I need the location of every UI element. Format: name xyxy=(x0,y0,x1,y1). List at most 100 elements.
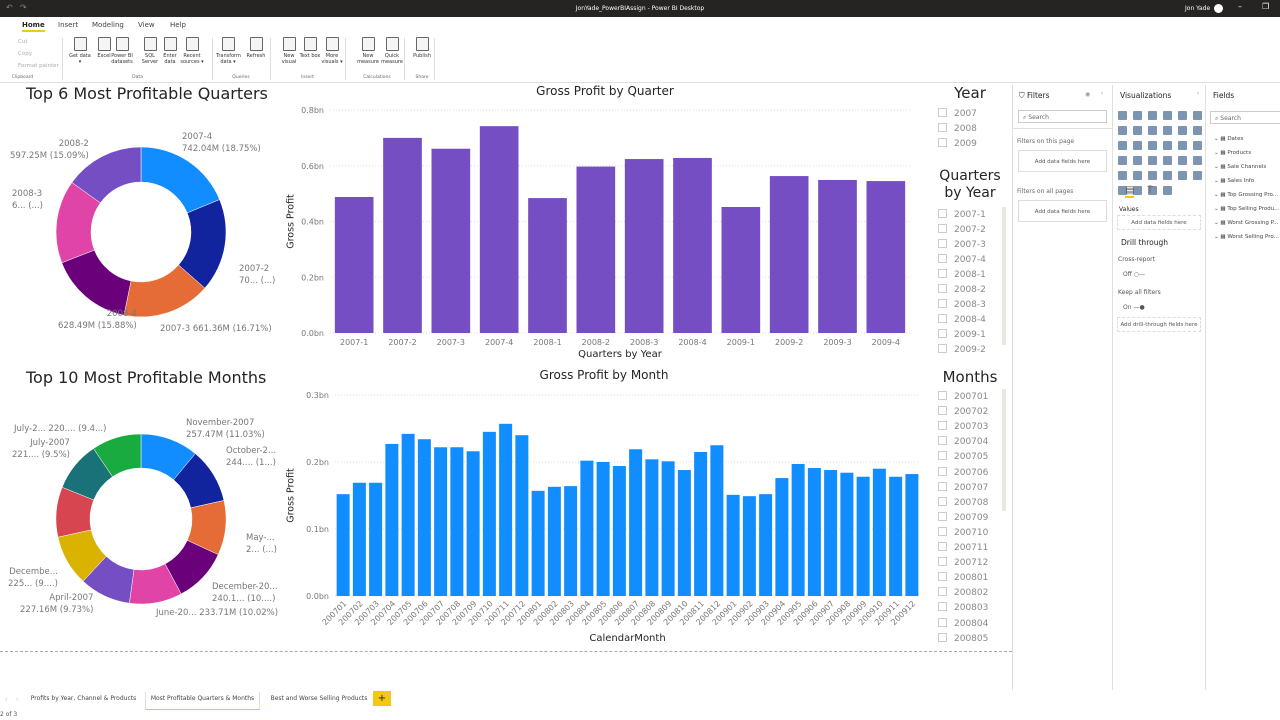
quick-measure-button[interactable]: Quick measure xyxy=(380,37,404,65)
bar-200906[interactable] xyxy=(807,468,821,596)
minimize-icon[interactable]: – xyxy=(1238,2,1242,11)
recent-sources-button[interactable]: Recent sources ▾ xyxy=(180,37,204,65)
bar-200903[interactable] xyxy=(759,494,773,596)
slicer-item-200710[interactable]: 200710 xyxy=(938,526,988,542)
bar-200801[interactable] xyxy=(531,490,545,596)
field-table-4[interactable]: ⌄ ▦ Top Grossing Pro... xyxy=(1214,192,1278,198)
slicer-item-2008-2[interactable]: 2008-2 xyxy=(938,284,986,299)
ribbon-tab-modeling[interactable]: Modeling xyxy=(92,21,124,29)
slicer-item-2007[interactable]: 2007 xyxy=(938,108,977,123)
slicer-item-2007-1[interactable]: 2007-1 xyxy=(938,209,986,224)
ribbon-tab-insert[interactable]: Insert xyxy=(58,21,79,29)
bar-2007-3[interactable] xyxy=(431,148,471,333)
bar-2008-2[interactable] xyxy=(576,166,616,333)
eye-icon[interactable]: ◉ xyxy=(1085,91,1091,98)
field-table-6[interactable]: ⌄ ▦ Worst Grossing P... xyxy=(1214,220,1278,226)
visual-type-icon[interactable] xyxy=(1133,126,1142,135)
visual-type-icon[interactable] xyxy=(1118,186,1127,195)
checkbox[interactable] xyxy=(938,138,947,147)
bar-2009-4[interactable] xyxy=(866,181,906,333)
slicer-item-2009-2[interactable]: 2009-2 xyxy=(938,344,986,359)
add-page-button[interactable]: + xyxy=(373,691,391,706)
checkbox[interactable] xyxy=(938,269,947,278)
undo-icon[interactable]: ↶ xyxy=(6,3,13,12)
text-box-button[interactable]: Text box xyxy=(298,37,322,59)
slicer-item-200703[interactable]: 200703 xyxy=(938,421,988,436)
bar-2009-1[interactable] xyxy=(721,207,761,333)
bar-200710[interactable] xyxy=(482,431,496,596)
slicer-item-2007-4[interactable]: 2007-4 xyxy=(938,254,986,269)
keep-filters-toggle[interactable]: On —● xyxy=(1123,304,1145,311)
bar-200912[interactable] xyxy=(905,474,919,596)
visual-type-icon[interactable] xyxy=(1118,171,1127,180)
checkbox[interactable] xyxy=(938,406,947,416)
bar-200803[interactable] xyxy=(564,486,578,596)
visual-type-icon[interactable] xyxy=(1118,126,1127,135)
ribbon-tab-view[interactable]: View xyxy=(138,21,155,29)
slicer-item-200702[interactable]: 200702 xyxy=(938,406,988,421)
fields-well-icon[interactable]: ▤ xyxy=(1125,185,1135,198)
slicer-item-200707[interactable]: 200707 xyxy=(938,481,988,497)
checkbox[interactable] xyxy=(938,572,947,582)
bar-200708[interactable] xyxy=(450,447,464,596)
clipboard-copy[interactable]: Copy xyxy=(18,51,32,57)
slicer-item-200802[interactable]: 200802 xyxy=(938,587,988,602)
visual-type-icon[interactable] xyxy=(1163,141,1172,150)
bar-2009-3[interactable] xyxy=(818,179,857,333)
visual-type-icon[interactable] xyxy=(1133,156,1142,165)
bar-200809[interactable] xyxy=(661,461,675,596)
checkbox[interactable] xyxy=(938,542,947,551)
visual-type-icon[interactable] xyxy=(1193,111,1202,120)
visual-type-icon[interactable] xyxy=(1148,186,1157,195)
slicer-item-2008[interactable]: 2008 xyxy=(938,123,977,138)
visual-type-icon[interactable] xyxy=(1163,156,1172,165)
bar-200804[interactable] xyxy=(580,460,594,596)
bar-2007-1[interactable] xyxy=(334,196,374,333)
donut-slice-July-2...[interactable] xyxy=(93,433,142,478)
bar-2008-4[interactable] xyxy=(673,157,712,333)
ribbon-tab-help[interactable]: Help xyxy=(170,21,186,29)
checkbox[interactable] xyxy=(938,557,947,567)
visual-type-icon[interactable] xyxy=(1118,141,1127,150)
slicer-item-200803[interactable]: 200803 xyxy=(938,602,988,617)
new-measure-button[interactable]: New measure xyxy=(356,37,380,65)
bar-2007-2[interactable] xyxy=(383,137,422,333)
checkbox[interactable] xyxy=(938,314,947,323)
checkbox[interactable] xyxy=(938,421,947,431)
donut-slice-2008-4[interactable] xyxy=(61,249,132,316)
prev-page-icon[interactable]: ‹ xyxy=(5,696,8,703)
visual-type-icon[interactable] xyxy=(1148,171,1157,180)
bar-200807[interactable] xyxy=(629,449,643,596)
enter-data-button[interactable]: Enter data xyxy=(158,37,182,65)
months-slicer-scrollbar[interactable] xyxy=(1002,389,1006,511)
redo-icon[interactable]: ↷ xyxy=(20,3,27,12)
field-table-5[interactable]: ⌄ ▦ Top Selling Produ... xyxy=(1214,206,1279,212)
restore-icon[interactable]: ❐ xyxy=(1262,2,1270,11)
slicer-item-2009[interactable]: 2009 xyxy=(938,138,977,153)
bar-200805[interactable] xyxy=(596,462,610,596)
slicer-item-200805[interactable]: 200805 xyxy=(938,632,988,648)
checkbox[interactable] xyxy=(938,587,947,597)
ribbon-tab-home[interactable]: Home xyxy=(22,21,45,32)
bar-200812[interactable] xyxy=(710,445,724,596)
sql-server-button[interactable]: SQL Server xyxy=(138,37,162,65)
filters-page-drop[interactable]: Add data fields here xyxy=(1018,150,1107,172)
filters-all-drop[interactable]: Add data fields here xyxy=(1018,200,1107,222)
field-table-1[interactable]: ⌄ ▦ Products xyxy=(1214,150,1251,156)
bar-200701[interactable] xyxy=(336,494,350,596)
field-table-7[interactable]: ⌄ ▦ Worst Selling Pro... xyxy=(1214,234,1279,240)
slicer-item-200804[interactable]: 200804 xyxy=(938,617,988,633)
power-bi-datasets-button[interactable]: Power BI datasets xyxy=(110,37,134,65)
slicer-item-2007-3[interactable]: 2007-3 xyxy=(938,239,986,254)
bar-200902[interactable] xyxy=(742,496,756,596)
bar-200706[interactable] xyxy=(417,439,431,596)
checkbox[interactable] xyxy=(938,239,947,248)
bar-200810[interactable] xyxy=(677,470,691,596)
collapse-filters-icon[interactable]: › xyxy=(1101,90,1104,97)
visual-type-icon[interactable] xyxy=(1178,141,1187,150)
bar-2008-1[interactable] xyxy=(528,198,567,333)
checkbox[interactable] xyxy=(938,526,947,536)
new-visual-button[interactable]: New visual xyxy=(277,37,301,65)
quarters-slicer-scrollbar[interactable] xyxy=(1002,207,1006,345)
bar-200802[interactable] xyxy=(547,486,561,596)
